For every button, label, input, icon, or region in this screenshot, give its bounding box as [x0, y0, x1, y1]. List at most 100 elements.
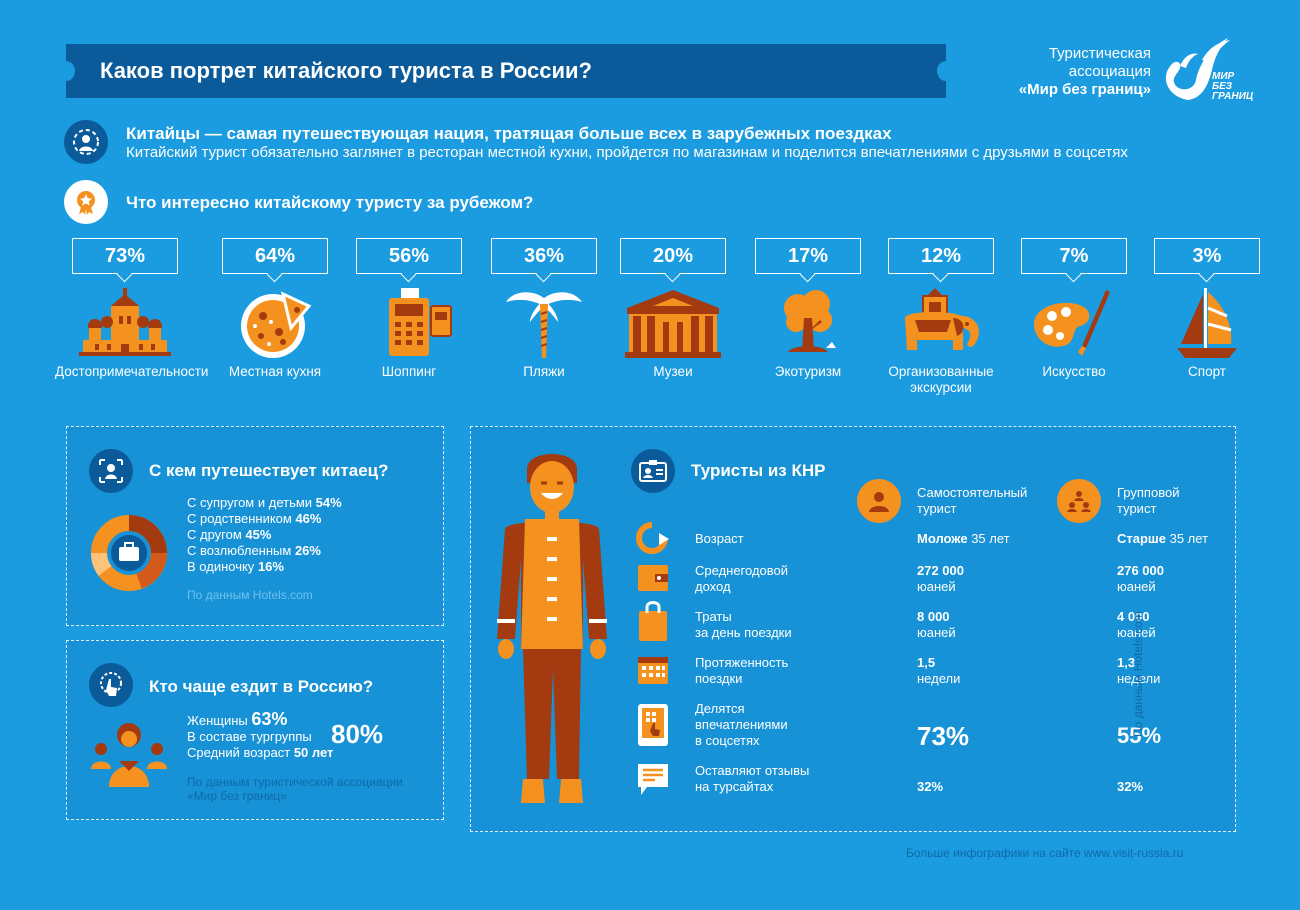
logo-line-1: Туристическая — [1048, 45, 1151, 62]
interest-label: Шоппинг — [381, 364, 437, 379]
group-tourist-icon — [1057, 479, 1101, 523]
calendar-icon — [638, 657, 668, 684]
interest-beaches: 36% Пляжи — [474, 238, 614, 380]
interest-ecotourism: 17% Экотуризм — [738, 238, 878, 380]
companions-panel: С кем путешествует китаец? С супругом и … — [66, 426, 444, 626]
row-reviews-solo: 32% — [917, 779, 944, 794]
palm-icon — [506, 292, 582, 358]
swan-logo-icon — [1158, 36, 1232, 107]
interest-museums: 20% Музеи — [603, 238, 743, 380]
logo-mark-text: МИР БЕЗ ГРАНИЦ — [1212, 71, 1254, 102]
row-income-label: Среднегодовой доход — [695, 563, 789, 594]
companion-row: С возлюбленным 26% — [187, 543, 321, 558]
interest-label: Спорт — [1188, 364, 1226, 379]
interest-percent: 17% — [755, 238, 861, 274]
interest-percent: 12% — [888, 238, 994, 274]
companions-source: По данным Hotels.com — [187, 588, 313, 602]
intro-subline: Китайский турист обязательно заглянет в … — [126, 144, 1128, 161]
interest-landmarks: 73% Достопримечательности — [55, 238, 209, 380]
interest-label: Достопримечательности — [55, 364, 209, 379]
chinese-tourist-figure — [497, 454, 607, 803]
tourists-source: По данным Hotels.com — [1131, 611, 1145, 737]
companion-row: С другом 45% — [187, 527, 272, 542]
intro-headline: Китайцы — самая путешествующая нация, тр… — [126, 124, 892, 143]
wallet-icon — [638, 565, 668, 591]
smartphone-icon — [638, 704, 668, 746]
row-age-solo: Моложе 35 лет — [917, 531, 1010, 546]
logo-line-3: «Мир без границ» — [1018, 81, 1151, 98]
companions-list: С супругом и детьми 54% С родственником … — [187, 495, 342, 575]
age-arrow-icon — [636, 522, 669, 554]
globe-person-icon — [64, 120, 108, 164]
id-card-icon — [631, 449, 675, 493]
payment-terminal-icon — [389, 288, 452, 356]
interest-percent: 3% — [1154, 238, 1260, 274]
logo-caption: Туристическая ассоциация «Мир без границ… — [985, 45, 1151, 99]
tourists-panel: Туристы из КНР Самостоятельный турист Гр… — [470, 426, 1236, 832]
row-reviews-group: 32% — [1117, 779, 1144, 794]
sailboat-icon — [1177, 288, 1237, 358]
row-duration-solo: 1,5 недели — [917, 655, 961, 686]
people-arrows-icon — [89, 449, 133, 493]
interest-label: Искусство — [1042, 364, 1106, 379]
logo-line-2: ассоциация — [1068, 63, 1151, 80]
age-row: Средний возраст 50 лет — [187, 745, 334, 760]
tourist-group-icon — [91, 723, 167, 787]
companion-row: С родственником 46% — [187, 511, 322, 526]
row-spend-group: 4 000 юаней — [1117, 609, 1156, 640]
row-social-group: 55% — [1117, 723, 1162, 748]
companion-row: С супругом и детьми 54% — [187, 495, 342, 510]
palette-icon — [1034, 290, 1110, 356]
interest-label: Организованные экскурсии — [888, 364, 994, 395]
who-title: Кто чаще ездит в Россию? — [149, 677, 374, 696]
row-social-label: Делятся впечатлениями в соцсетях — [695, 701, 788, 748]
interest-percent: 20% — [620, 238, 726, 274]
interest-percent: 7% — [1021, 238, 1127, 274]
interest-art: 7% Искусство — [1004, 238, 1144, 380]
museum-icon — [625, 290, 721, 358]
row-duration-group: 1,3 недели — [1117, 655, 1161, 686]
row-age-label: Возраст — [695, 531, 744, 546]
elephant-icon — [905, 288, 979, 350]
col-solo-header: Самостоятельный турист — [917, 485, 1028, 516]
companions-donut-chart — [91, 515, 167, 591]
group-value: 80% — [331, 719, 384, 749]
interest-percent: 36% — [491, 238, 597, 274]
comment-icon — [638, 764, 668, 795]
interest-cuisine: 64% Местная кухня — [205, 238, 345, 380]
interest-percent: 73% — [72, 238, 178, 274]
tree-icon — [784, 290, 836, 352]
interest-sport: 3% Спорт — [1137, 238, 1277, 380]
col-group-header: Групповой турист — [1117, 485, 1180, 516]
row-income-group: 276 000 юаней — [1117, 563, 1164, 594]
interest-percent: 56% — [356, 238, 462, 274]
landmark-icon — [79, 288, 171, 356]
star-badge-icon — [64, 180, 108, 224]
interests-question: Что интересно китайскому туристу за рубе… — [126, 193, 534, 212]
footer-link-text: Больше инфографики на сайте www.visit-ru… — [906, 846, 1184, 860]
shopping-bag-icon — [639, 601, 667, 641]
companion-row: В одиночку 16% — [187, 559, 284, 574]
row-social-solo: 73% — [917, 721, 970, 751]
interest-label: Пляжи — [523, 364, 565, 379]
who-panel: Кто чаще ездит в Россию? Женщины 63% В с… — [66, 640, 444, 820]
interest-label: Экотуризм — [774, 364, 842, 379]
group-row: В составе тургруппы — [187, 729, 312, 744]
companions-title: С кем путешествует китаец? — [149, 461, 389, 480]
who-source: По данным туристической ассоциации «Мир … — [187, 775, 403, 803]
interest-percent: 64% — [222, 238, 328, 274]
row-spend-label: Траты за день поездки — [695, 609, 792, 640]
solo-tourist-icon — [857, 479, 901, 523]
title-banner: Каков портрет китайского туриста в Росси… — [57, 44, 955, 98]
row-duration-label: Протяженность поездки — [695, 655, 789, 686]
page-title: Каков портрет китайского туриста в Росси… — [100, 58, 592, 83]
interest-shopping: 56% Шоппинг — [339, 238, 479, 380]
interest-label: Музеи — [653, 364, 693, 379]
suitcase-icon — [119, 547, 139, 561]
women-row: Женщины 63% — [187, 709, 288, 729]
row-spend-solo: 8 000 юаней — [917, 609, 956, 640]
row-reviews-label: Оставляют отзывы на турсайтах — [695, 763, 810, 794]
row-income-solo: 272 000 юаней — [917, 563, 964, 594]
who-stats: Женщины 63% В составе тургруппы Средний … — [187, 709, 334, 761]
pizza-icon — [241, 291, 312, 358]
